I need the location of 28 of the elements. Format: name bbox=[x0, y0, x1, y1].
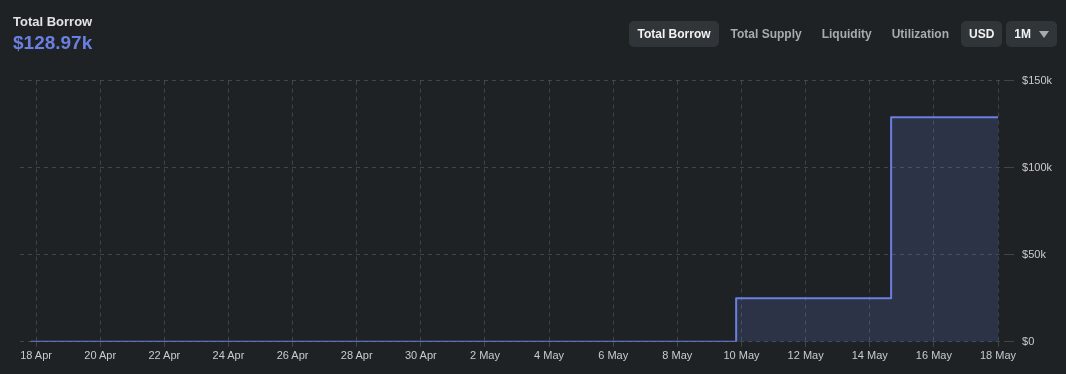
text: Liquidity bbox=[821, 27, 872, 41]
x-tick-label: 18 May bbox=[979, 349, 1017, 362]
text: Total Borrow bbox=[13, 14, 93, 29]
x-tick-label: 6 May bbox=[598, 349, 629, 362]
chart-subtitle: $128.97k bbox=[13, 32, 93, 54]
x-tick-label: 22 Apr bbox=[148, 349, 181, 362]
y-tick-label: $150k bbox=[1022, 73, 1053, 86]
x-tick-label: 28 Apr bbox=[340, 349, 373, 362]
x-tick-label: 10 May bbox=[723, 349, 761, 362]
y-tick-label: $0 bbox=[1022, 334, 1035, 347]
y-tick-label: $100k bbox=[1022, 160, 1053, 173]
text: 1M bbox=[1014, 27, 1031, 41]
chart-title: Total Borrow bbox=[637, 27, 711, 41]
x-tick-label: 18 Apr bbox=[20, 349, 53, 362]
x-tick-label: 2 May bbox=[469, 349, 501, 362]
x-tick-label: 26 Apr bbox=[276, 349, 309, 362]
text: USD bbox=[968, 27, 995, 41]
x-tick-label: 16 May bbox=[915, 349, 953, 362]
text: Utilization bbox=[891, 27, 949, 41]
x-tick-label: 8 May bbox=[662, 349, 693, 362]
x-tick-label: 24 Apr bbox=[212, 349, 245, 362]
x-tick-label: 14 May bbox=[851, 349, 889, 362]
x-tick-label: 4 May bbox=[534, 349, 565, 362]
x-tick-label: 30 Apr bbox=[404, 349, 438, 362]
text: Total Supply bbox=[730, 27, 802, 41]
y-tick-label: $50k bbox=[1022, 247, 1047, 260]
x-tick-label: 20 Apr bbox=[84, 349, 117, 362]
x-tick-label: 12 May bbox=[787, 349, 825, 362]
